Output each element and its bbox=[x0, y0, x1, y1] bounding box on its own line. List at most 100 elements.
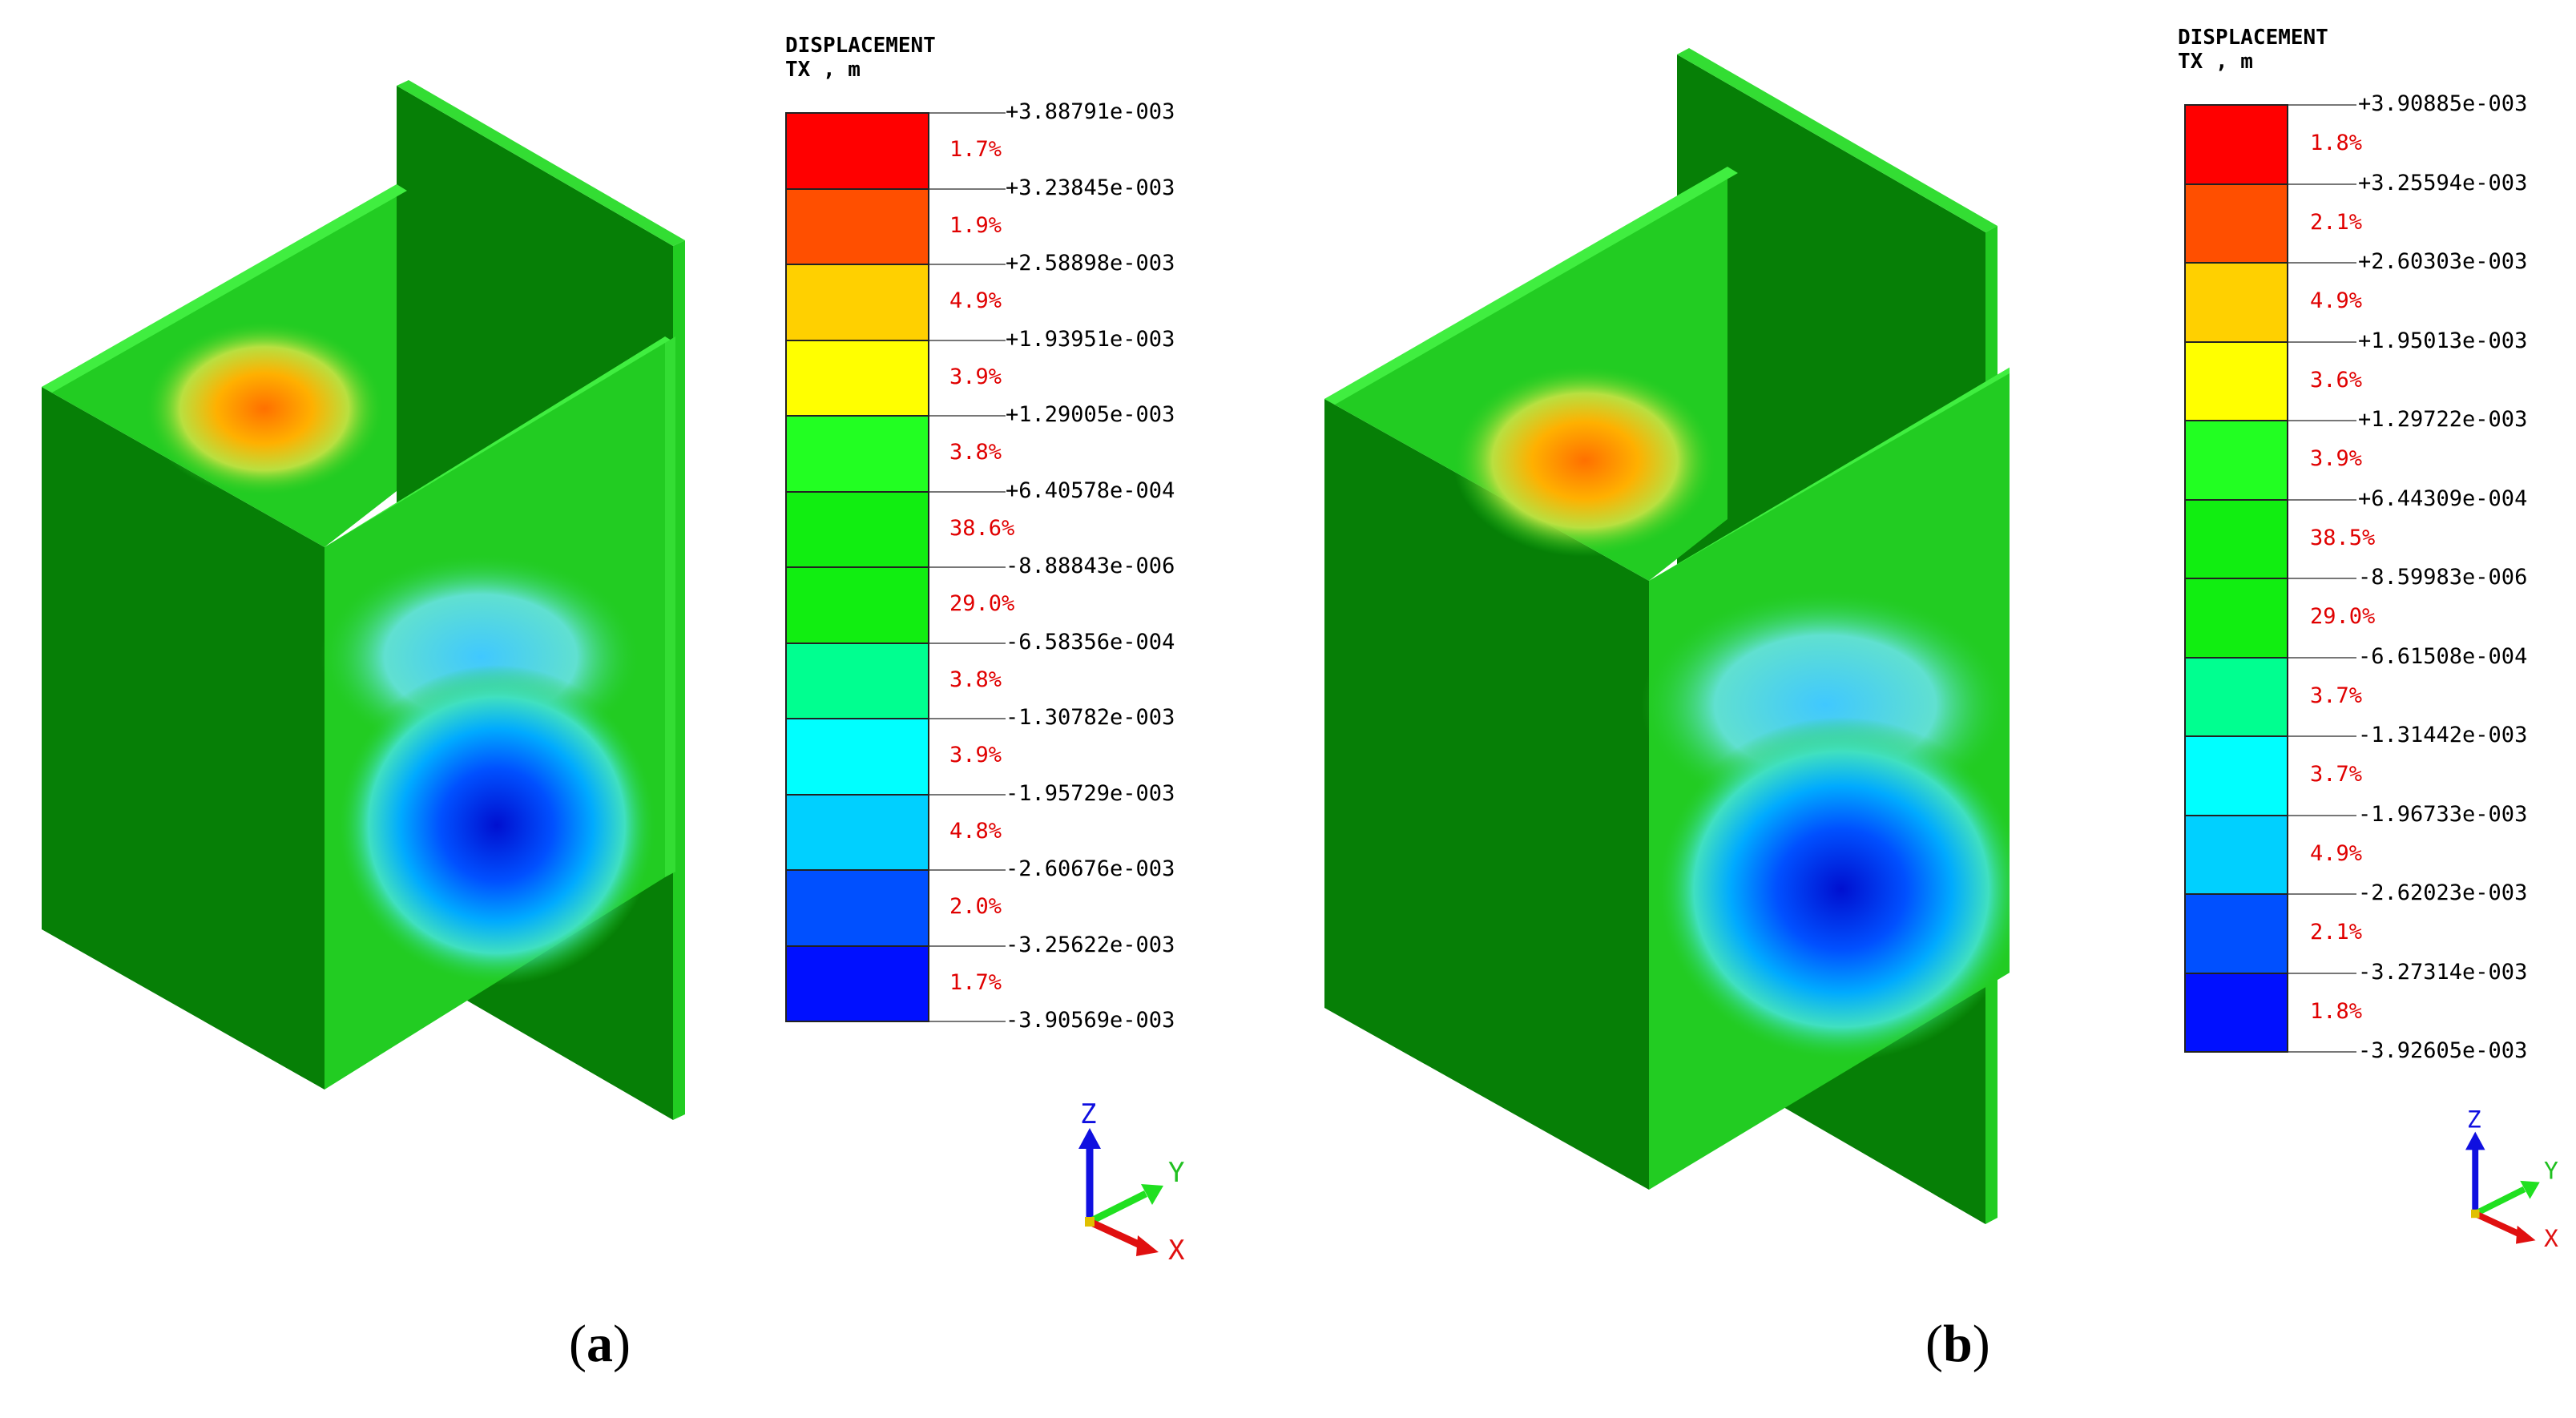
legend-percentage: 3.9% bbox=[2310, 446, 2363, 472]
legend-band bbox=[2184, 498, 2288, 579]
legend-tick-line bbox=[2288, 656, 2356, 659]
left-plate-face bbox=[1324, 399, 1649, 1190]
front-blue-spot bbox=[1657, 717, 2010, 1061]
legend-tick-line bbox=[2288, 972, 2356, 974]
legend-tick-label: +3.88791e-003 bbox=[1006, 99, 1175, 124]
legend-percentage: 1.8% bbox=[2310, 131, 2363, 156]
legend-percentage: 4.8% bbox=[949, 818, 1002, 844]
legend-band bbox=[785, 869, 929, 947]
legend-percentage: 4.9% bbox=[2310, 840, 2363, 866]
legend-tick-label: +3.23845e-003 bbox=[1006, 175, 1175, 200]
legend-percentage: 3.9% bbox=[949, 364, 1002, 389]
axis-label-z: Z bbox=[2467, 1106, 2481, 1134]
legend-band bbox=[785, 490, 929, 568]
legend-tick-line bbox=[2288, 735, 2356, 737]
legend-band bbox=[785, 642, 929, 719]
legend-percentage: 1.9% bbox=[949, 212, 1002, 238]
legend-title-line1: DISPLACEMENT bbox=[785, 34, 936, 58]
legend-band bbox=[2184, 656, 2288, 737]
legend-tick-label: -1.30782e-003 bbox=[1006, 705, 1175, 730]
legend-tick-line bbox=[2288, 498, 2356, 501]
legend-tick-label: +6.44309e-004 bbox=[2358, 485, 2528, 511]
back-plate-edge bbox=[1677, 48, 1998, 232]
legend-percentage: 2.1% bbox=[2310, 209, 2363, 235]
legend-band bbox=[785, 718, 929, 796]
legend-percentage: 4.9% bbox=[2310, 288, 2363, 314]
legend-percentage: 29.0% bbox=[949, 591, 1015, 617]
panel-caption-letter: b bbox=[1942, 1315, 1973, 1373]
legend-tick-label: -2.60676e-003 bbox=[1006, 856, 1175, 881]
legend-title-line2: TX , m bbox=[785, 58, 861, 82]
legend-band bbox=[2184, 578, 2288, 659]
legend-percentage: 1.7% bbox=[949, 137, 1002, 163]
legend-percentage: 38.5% bbox=[2310, 525, 2376, 550]
legend-tick-label: +1.95013e-003 bbox=[2358, 328, 2528, 353]
legend-tick-label: +6.40578e-004 bbox=[1006, 477, 1175, 503]
legend-tick-line bbox=[2288, 893, 2356, 895]
legend-band bbox=[2184, 340, 2288, 421]
legend-band bbox=[785, 566, 929, 644]
legend-tick-line bbox=[929, 339, 1006, 341]
legend-band bbox=[785, 793, 929, 871]
legend-tick-line bbox=[929, 642, 1006, 644]
legend-tick-line bbox=[2288, 578, 2356, 579]
legend-tick-line bbox=[2288, 420, 2356, 421]
legend-tick-label: -1.95729e-003 bbox=[1006, 780, 1175, 806]
legend-tick-label: -3.25622e-003 bbox=[1006, 932, 1175, 957]
legend-tick-label: -3.27314e-003 bbox=[2358, 959, 2528, 985]
legend-percentage: 3.9% bbox=[949, 743, 1002, 768]
legend-tick-label: +1.29005e-003 bbox=[1006, 402, 1175, 427]
inner-warm-spot bbox=[1453, 365, 1717, 557]
panel-a: DISPLACEMENT TX , m 1.7% 1.9% 4.9% 3.9% 3.8% 3… bbox=[42, 34, 1185, 1373]
legend-band bbox=[785, 415, 929, 493]
legend-tick-line bbox=[929, 566, 1006, 568]
legend-band bbox=[2184, 183, 2288, 264]
legend-percentage: 3.7% bbox=[2310, 762, 2363, 788]
legend-tick-label: -6.58356e-004 bbox=[1006, 629, 1175, 655]
legend-percentage: 3.8% bbox=[949, 667, 1002, 692]
legend-tick-label: -3.90569e-003 bbox=[1006, 1008, 1175, 1033]
legend-tick-label: -8.59983e-006 bbox=[2358, 565, 2528, 590]
legend-title-line2: TX , m bbox=[2178, 50, 2253, 74]
legend-band bbox=[785, 187, 929, 265]
legend-tick-line bbox=[929, 264, 1006, 265]
legend-percentage: 2.0% bbox=[949, 894, 1002, 920]
legend-tick-line bbox=[2288, 814, 2356, 816]
legend-band bbox=[2184, 814, 2288, 895]
coordinate-axes: Z Y X bbox=[2465, 1106, 2558, 1253]
legend-percentage: 4.9% bbox=[949, 288, 1002, 314]
panel-caption: (a) bbox=[569, 1315, 631, 1373]
legend-band bbox=[2184, 893, 2288, 974]
legend-title-line1: DISPLACEMENT bbox=[2178, 26, 2328, 50]
axis-label-x: X bbox=[2544, 1225, 2558, 1253]
legend-band bbox=[2184, 972, 2288, 1053]
legend-tick-line bbox=[929, 490, 1006, 493]
legend-band bbox=[2184, 420, 2288, 501]
legend-tick-label: -6.61508e-004 bbox=[2358, 643, 2528, 669]
front-blue-spot bbox=[337, 665, 657, 985]
model-3d-view bbox=[1324, 48, 2010, 1224]
legend-tick-label: -1.31442e-003 bbox=[2358, 723, 2528, 747]
legend-percentage: 3.8% bbox=[949, 440, 1002, 465]
panel-caption-letter: a bbox=[586, 1315, 613, 1373]
axis-label-y: Y bbox=[1168, 1157, 1184, 1189]
legend-percentage: 29.0% bbox=[2310, 604, 2376, 630]
legend-tick-label: +3.90885e-003 bbox=[2358, 91, 2528, 116]
coordinate-axes: Z Y X bbox=[1078, 1098, 1185, 1267]
legend-tick-label: +1.93951e-003 bbox=[1006, 326, 1175, 352]
legend-band bbox=[785, 945, 929, 1022]
top-edge-left bbox=[42, 184, 407, 393]
legend-tick-line bbox=[2288, 1051, 2356, 1053]
legend-tick-line bbox=[929, 945, 1006, 947]
legend-percentage: 38.6% bbox=[949, 515, 1015, 541]
legend-band bbox=[785, 112, 929, 190]
legend-percentage: 3.6% bbox=[2310, 367, 2363, 393]
panel-caption: (b) bbox=[1925, 1315, 1990, 1373]
legend-tick-line bbox=[929, 1021, 1006, 1022]
axis-label-z: Z bbox=[1080, 1098, 1096, 1130]
legend-tick-label: +1.29722e-003 bbox=[2358, 407, 2528, 432]
legend-tick-label: +2.58898e-003 bbox=[1006, 251, 1175, 276]
legend-tick-line bbox=[929, 415, 1006, 417]
legend-tick-line bbox=[2288, 104, 2356, 106]
axis-label-y: Y bbox=[2544, 1157, 2558, 1185]
